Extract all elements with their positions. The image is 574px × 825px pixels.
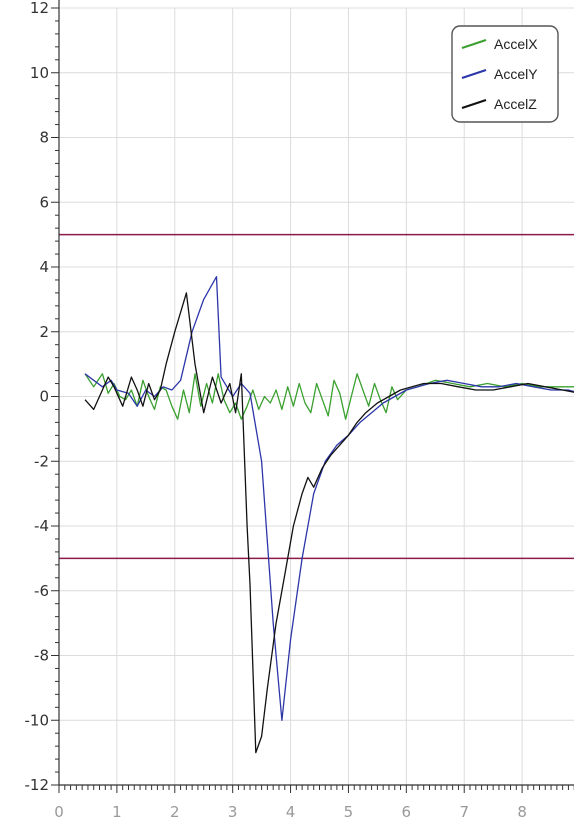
y-tick-label-0: -12 <box>25 776 50 794</box>
x-tick-label-0: 0 <box>54 803 64 821</box>
y-tick-label-6: 0 <box>39 388 49 406</box>
x-tick-label-2: 2 <box>170 803 180 821</box>
legend-box <box>451 25 559 123</box>
legend-swatch-accely <box>461 68 487 80</box>
y-tick-label-9: 6 <box>39 193 49 211</box>
x-tick-label-8: 8 <box>517 803 527 821</box>
x-tick-label-3: 3 <box>228 803 238 821</box>
series-line-accelx <box>84 373 574 420</box>
axes: -12-10-8-6-4-20246810120123456789 <box>25 0 574 821</box>
y-tick-label-2: -8 <box>34 647 49 665</box>
x-tick-label-7: 7 <box>459 803 469 821</box>
legend-label-accelz: AccelZ <box>494 96 537 112</box>
y-tick-label-11: 10 <box>30 64 49 82</box>
x-tick-label-5: 5 <box>344 803 354 821</box>
x-tick-label-6: 6 <box>402 803 412 821</box>
y-tick-label-3: -6 <box>34 582 49 600</box>
legend-swatch-accelx <box>461 38 487 50</box>
y-tick-label-5: -2 <box>34 452 49 470</box>
series-line-accely <box>84 276 574 721</box>
legend-swatch-accelz <box>461 98 487 110</box>
series-lines <box>84 276 574 754</box>
threshold-lines <box>59 233 574 560</box>
series-line-accelz <box>84 292 574 754</box>
x-tick-label-1: 1 <box>112 803 122 821</box>
legend-label-accelx: AccelX <box>494 36 538 52</box>
y-tick-label-1: -10 <box>25 711 50 729</box>
y-tick-label-4: -4 <box>34 517 49 535</box>
y-tick-label-8: 4 <box>39 258 49 276</box>
legend-label-accely: AccelY <box>494 66 538 82</box>
legend: AccelX AccelY AccelZ <box>451 25 559 123</box>
y-tick-label-12: 12 <box>30 0 49 17</box>
y-tick-label-10: 8 <box>39 129 49 147</box>
grid-lines <box>59 7 574 786</box>
x-tick-label-4: 4 <box>286 803 296 821</box>
y-tick-label-7: 2 <box>39 323 49 341</box>
